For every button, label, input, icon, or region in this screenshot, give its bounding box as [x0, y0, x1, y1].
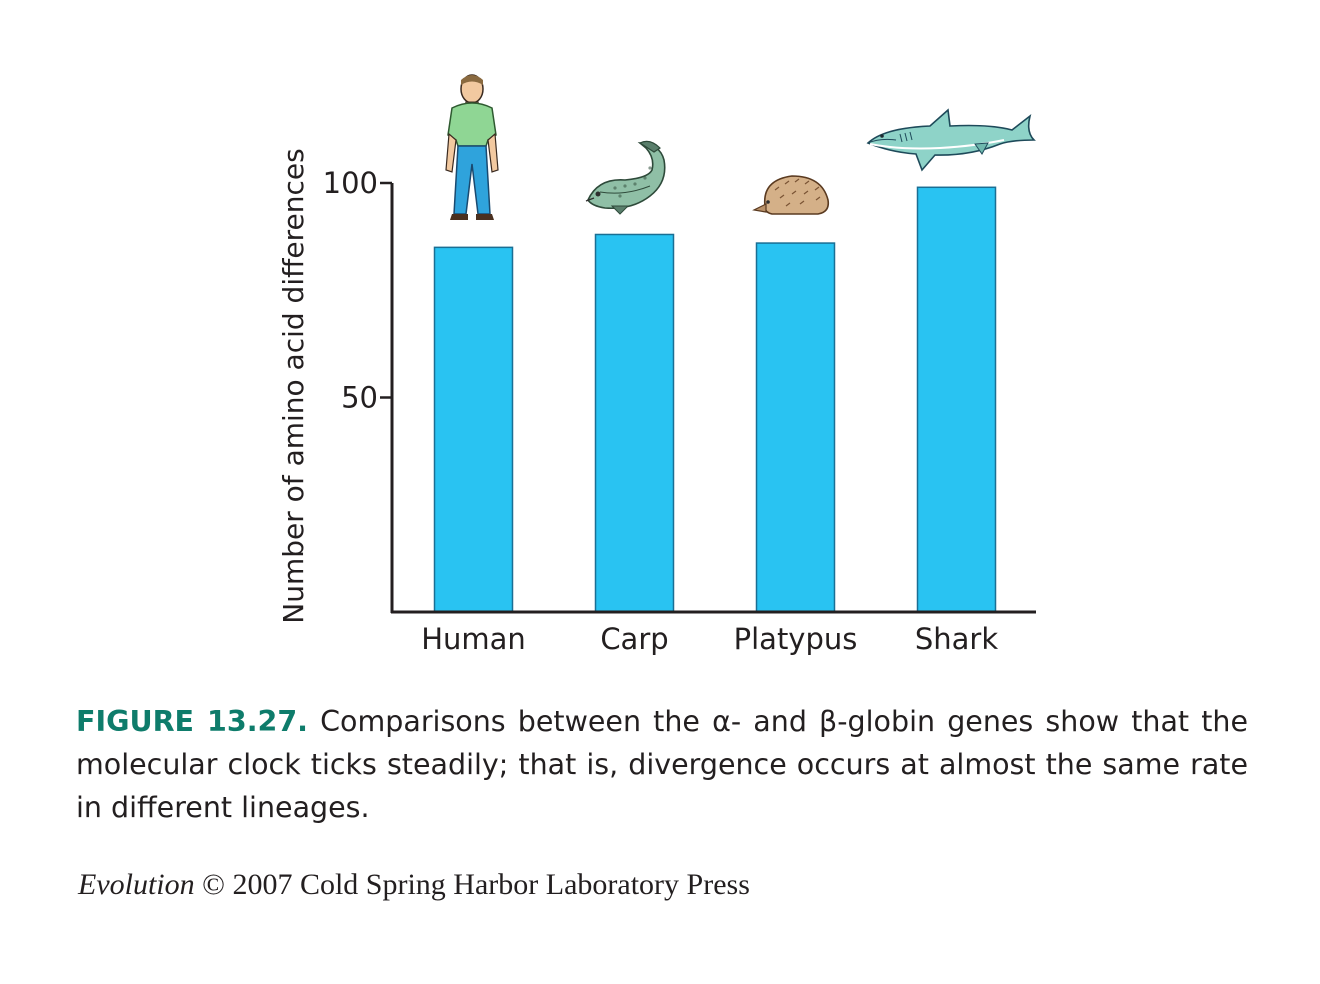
bar-carp	[594, 233, 675, 613]
bar-chart: Human Carp Platypus Shark 50 100 Number of ami…	[277, 74, 1036, 656]
axes-group	[380, 181, 1036, 614]
category-label-human: Human	[421, 622, 526, 656]
y-axis-label: Number of amino acid differences	[277, 148, 310, 623]
shark-icon	[866, 108, 1036, 172]
species-illustrations	[445, 74, 1036, 220]
carp-icon	[585, 140, 666, 215]
caption-text: Comparisons between the α- and β-globin …	[76, 705, 1249, 824]
book-title: Evolution	[78, 868, 195, 901]
category-label-shark: Shark	[915, 622, 998, 656]
y-tick-label-100: 100	[323, 166, 378, 200]
category-label-platypus: Platypus	[734, 622, 858, 656]
platypus-icon	[752, 175, 830, 215]
bar-shark	[916, 186, 997, 613]
human-icon	[445, 74, 499, 220]
figure-caption: FIGURE 13.27. Comparisons between the α-…	[76, 700, 1248, 829]
copyright-credit: Evolution © 2007 Cold Spring Harbor Labo…	[78, 868, 750, 902]
y-tick-label-50: 50	[341, 381, 378, 415]
bar-human	[433, 246, 514, 613]
credit-text: © 2007 Cold Spring Harbor Laboratory Pre…	[194, 868, 750, 901]
labels-group: Human Carp Platypus Shark 50 100 Number of ami…	[277, 148, 998, 656]
category-label-carp: Carp	[600, 622, 668, 656]
figure-number: FIGURE 13.27.	[76, 705, 309, 738]
bars-group	[433, 186, 997, 613]
bar-platypus	[755, 242, 836, 613]
